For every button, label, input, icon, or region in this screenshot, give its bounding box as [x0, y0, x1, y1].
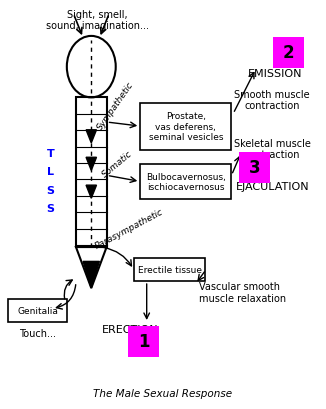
Text: T: T [47, 148, 54, 158]
Bar [140, 164, 231, 199]
Polygon shape [86, 130, 96, 144]
Bar [239, 152, 270, 183]
Text: 2: 2 [283, 44, 294, 62]
Text: EMISSION: EMISSION [248, 69, 303, 79]
Text: Bulbocavernosus,
ischiocavernosus: Bulbocavernosus, ischiocavernosus [146, 172, 226, 192]
Bar [273, 38, 304, 69]
Polygon shape [76, 247, 107, 288]
Bar [76, 98, 107, 247]
Text: S: S [47, 185, 54, 195]
Text: Vascular smooth
muscle relaxation: Vascular smooth muscle relaxation [199, 282, 286, 303]
Polygon shape [86, 186, 96, 199]
Text: Erectile tissue: Erectile tissue [138, 265, 201, 274]
Bar [134, 259, 205, 281]
Text: Sight, smell,
sound, imagination...: Sight, smell, sound, imagination... [46, 10, 149, 31]
Bar [8, 299, 67, 322]
Text: ERECTION: ERECTION [102, 324, 159, 334]
Bar [140, 103, 231, 151]
Text: Genitalia: Genitalia [17, 306, 58, 315]
Bar [128, 326, 159, 357]
Text: Touch...: Touch... [19, 328, 56, 338]
Polygon shape [86, 158, 96, 171]
Polygon shape [83, 262, 99, 288]
Text: EJACULATION: EJACULATION [235, 181, 309, 191]
Text: Parasympathetic: Parasympathetic [93, 207, 164, 251]
Text: Prostate,
vas deferens,
seminal vesicles: Prostate, vas deferens, seminal vesicles [149, 112, 223, 142]
Text: Sympathetic: Sympathetic [96, 81, 136, 132]
Text: Somatic: Somatic [100, 148, 134, 179]
Text: Smooth muscle
contraction: Smooth muscle contraction [234, 90, 310, 111]
Text: L: L [47, 167, 54, 177]
Text: S: S [47, 204, 54, 213]
Text: The Male Sexual Response: The Male Sexual Response [94, 388, 232, 398]
Text: 1: 1 [138, 333, 149, 351]
Text: 3: 3 [248, 159, 260, 177]
Text: Skeletal muscle
contraction: Skeletal muscle contraction [234, 139, 311, 160]
